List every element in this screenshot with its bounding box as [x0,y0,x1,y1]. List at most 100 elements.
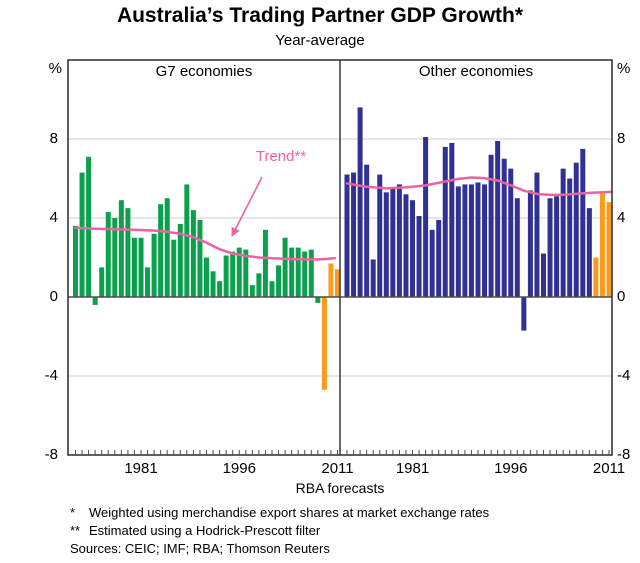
bar-g7-1988 [184,184,190,297]
bar-other-2008 [586,208,592,297]
panel-label-g7: G7 economies [155,63,253,80]
bar-other-1985 [436,219,442,297]
x-axis-title: RBA forecasts [295,480,385,496]
bar-g7-2010 [328,263,334,297]
bar-g7-1990 [197,219,203,297]
bar-g7-1985 [164,198,170,297]
bar-g7-1991 [204,257,209,297]
bar-g7-1976 [105,212,111,297]
trend-annotation-label: Trend** [255,148,307,165]
bar-other-1979 [396,184,402,297]
bar-other-2003 [554,196,560,297]
footnote-line: Sources: CEIC; IMF; RBA; Thomson Reuters [70,540,489,558]
y-tick-label-right-0: 0 [617,288,626,305]
bar-g7-1999 [256,273,262,297]
bar-other-1994 [495,140,501,297]
footnote-marker: ** [70,523,81,538]
bar-other-1986 [442,146,448,297]
bar-other-1998 [521,297,527,331]
bar-other-1996 [508,168,514,297]
bar-other-1993 [488,154,494,297]
footnote-line: ** Estimated using a Hodrick-Prescott fi… [70,522,489,540]
y-axis-unit-right: % [617,60,631,77]
bar-g7-1992 [210,271,216,297]
y-tick-label-left--8: -8 [44,446,58,463]
bar-g7-1977 [112,218,118,297]
y-tick-label-right-8: 8 [617,130,626,147]
bar-g7-1998 [249,285,255,297]
y-tick-label-left--4: -4 [44,367,58,384]
x-tick-label-g7-1996: 1996 [222,460,256,477]
bar-other-2009 [593,257,599,297]
bar-g7-1993 [217,281,223,297]
bar-g7-1981 [138,237,144,297]
bar-other-2007 [580,148,586,297]
bar-other-1992 [482,184,488,297]
bar-g7-1975 [99,267,105,297]
bar-g7-1972 [79,172,85,297]
bar-g7-1997 [243,249,249,297]
panel-label-other: Other economies [418,63,534,80]
bar-other-1987 [449,142,455,297]
bar-g7-1987 [177,223,183,297]
y-axis-unit-left: % [48,60,62,77]
bar-g7-2003 [282,237,288,297]
x-tick-label-g7-1981: 1981 [124,460,158,477]
bar-g7-2000 [262,229,268,297]
bar-g7-1974 [92,297,98,305]
bar-other-1975 [370,259,376,297]
bar-g7-2007 [308,249,314,297]
bar-other-1980 [403,194,409,297]
footnote-text: Weighted using merchandise export shares… [89,505,490,520]
footnote-marker: * [70,505,76,520]
bar-other-1982 [416,216,422,297]
bar-other-1988 [455,186,461,297]
bar-g7-1973 [86,156,92,297]
x-tick-label-other-2011: 2011 [592,460,626,477]
y-tick-label-left-4: 4 [49,209,58,226]
bar-other-2010 [599,192,605,297]
y-tick-label-left-8: 8 [49,130,58,147]
bar-other-1989 [462,184,468,297]
footnotes: * Weighted using merchandise export shar… [70,504,489,558]
bar-g7-2011 [335,269,340,297]
x-tick-label-g7-2011: 2011 [321,460,354,477]
bar-other-1974 [364,164,370,297]
bar-other-2011 [606,202,612,297]
chart-subtitle: Year-average [275,32,365,49]
bar-other-1995 [501,158,507,297]
footnote-sources-text: Sources: CEIC; IMF; RBA; Thomson Reuters [70,541,330,556]
bar-other-2004 [560,168,566,297]
bar-other-1990 [468,184,474,297]
y-tick-label-left-0: 0 [49,288,58,305]
bar-other-1997 [514,198,520,297]
bar-other-2006 [573,162,579,297]
footnote-line: * Weighted using merchandise export shar… [70,504,489,522]
bar-g7-1978 [118,200,124,297]
bar-g7-2006 [302,251,308,297]
bar-g7-2004 [289,247,295,297]
bar-g7-1996 [236,247,242,297]
bar-g7-1989 [190,210,196,297]
y-tick-label-right-4: 4 [617,209,626,226]
trend-line-other [345,176,614,197]
bar-other-1971 [344,174,350,297]
bar-other-1977 [383,192,389,297]
bar-g7-1995 [230,251,236,297]
bar-g7-1979 [125,208,131,297]
bar-other-1991 [475,182,481,297]
bar-other-1983 [423,137,429,297]
bar-g7-2002 [276,265,282,297]
bar-g7-1986 [171,239,177,297]
y-tick-label-right--8: -8 [617,446,631,463]
bar-other-2000 [534,172,540,297]
trend-line-g7 [74,226,337,261]
bar-other-2005 [567,178,573,297]
bar-g7-2009 [321,297,327,390]
bar-g7-1983 [151,233,157,297]
bar-other-1984 [429,229,435,297]
bar-other-1978 [390,188,396,297]
bar-g7-2005 [295,247,301,297]
